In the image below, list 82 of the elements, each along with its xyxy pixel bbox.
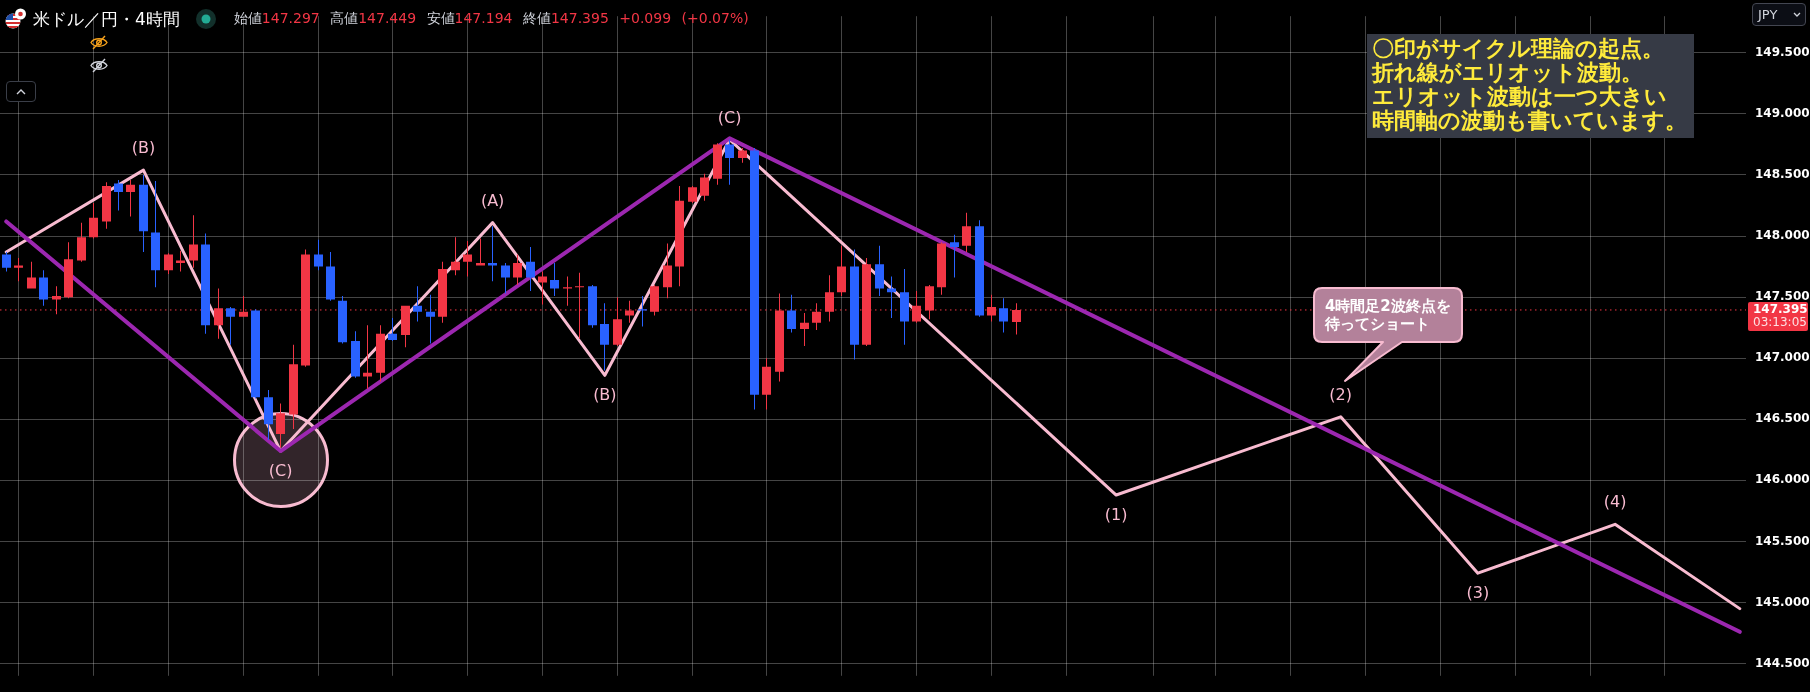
y-axis-title: JPY — [1758, 7, 1778, 22]
candlestick — [413, 286, 422, 322]
candlestick — [538, 271, 547, 305]
candlestick — [388, 317, 397, 342]
candlestick — [800, 313, 809, 346]
y-tick-label: 146.500 — [1755, 411, 1810, 426]
candlestick — [725, 139, 734, 185]
candlestick — [264, 389, 273, 441]
candlestick — [962, 212, 971, 252]
candlestick — [351, 331, 360, 378]
annotation: (B) — [131, 138, 156, 158]
candlestick — [900, 269, 909, 345]
y-tick-label: 147.500 — [1755, 289, 1810, 304]
candlestick — [713, 143, 722, 185]
candlestick — [488, 226, 497, 282]
candlestick — [675, 185, 684, 287]
candlestick — [950, 234, 959, 278]
candlestick — [214, 288, 223, 339]
candlestick — [27, 261, 36, 289]
candlestick — [2, 251, 11, 272]
candlestick — [314, 239, 323, 271]
y-tick-label: 145.500 — [1755, 533, 1810, 548]
candlestick — [850, 249, 859, 360]
candlestick — [588, 284, 597, 328]
candlestick — [501, 262, 510, 294]
candlestick — [39, 270, 48, 306]
candlestick — [526, 247, 535, 292]
candlestick — [226, 306, 235, 345]
candlestick — [151, 181, 160, 288]
candlestick — [937, 242, 946, 295]
annotation: (1) — [1104, 505, 1128, 525]
ref-line-label: 147.395 03:13:05 — [1753, 302, 1808, 330]
candlestick — [201, 233, 210, 334]
candlestick — [176, 250, 185, 272]
candlestick — [326, 251, 335, 301]
y-tick-label: 148.500 — [1755, 167, 1810, 182]
candlestick — [787, 294, 796, 333]
candlestick — [700, 173, 709, 201]
y-tick-label: 144.500 — [1755, 655, 1810, 670]
annotation: (2) — [1329, 385, 1353, 404]
text: 始値147.297 高値147.449 安値147.194 終値147.395 +0.099 (+0.07%) — [233, 10, 749, 26]
candlestick — [638, 295, 647, 327]
annotation: (3) — [1466, 583, 1490, 603]
candlestick — [663, 243, 672, 299]
candlestick — [426, 294, 435, 344]
annotation: (C) — [717, 107, 742, 127]
candlestick — [102, 182, 111, 229]
annotation: (4) — [1603, 492, 1627, 512]
candlestick — [600, 303, 609, 371]
dropdown-field: JPY — [1752, 3, 1806, 26]
candlestick — [550, 262, 559, 296]
candlestick — [463, 240, 472, 277]
candlestick — [126, 179, 135, 217]
candlestick — [363, 325, 372, 389]
y-tick-label: 149.000 — [1755, 106, 1810, 121]
candlestick — [164, 253, 173, 274]
y-tick-label: 148.000 — [1755, 228, 1810, 243]
candlestick — [276, 403, 285, 448]
candlestick — [563, 276, 572, 306]
y-tick-label: 145.000 — [1755, 594, 1810, 609]
candlestick — [975, 220, 984, 317]
candlestick — [875, 245, 884, 296]
candlestick — [289, 344, 298, 430]
candlestick — [999, 298, 1008, 333]
candlestick — [376, 325, 385, 382]
annotation: (C) — [268, 461, 293, 481]
annotation: 〇印がサイクル理論の起点。折れ線がエリオット波動。エリオット波動は一つ大きい時間軸の波動も書いています。 — [1371, 35, 1687, 133]
candlestick — [750, 148, 759, 410]
candlestick — [513, 254, 522, 285]
y-tick-label: 147.000 — [1755, 350, 1810, 365]
chart-title: 米ドル／円・4時間 — [33, 7, 180, 31]
y-tick-label: 146.000 — [1755, 472, 1810, 487]
candlestick — [688, 185, 697, 204]
annotation: 4時間足2波終点を待ってショート — [1324, 296, 1451, 333]
candlestick — [77, 222, 86, 262]
annotation: (A) — [480, 190, 505, 210]
annotation: (B) — [593, 385, 617, 405]
candlestick — [14, 258, 23, 282]
candlestick — [64, 242, 73, 299]
y-tick-label: 149.500 — [1755, 44, 1810, 59]
candlestick — [139, 174, 148, 252]
candlestick — [762, 358, 771, 410]
